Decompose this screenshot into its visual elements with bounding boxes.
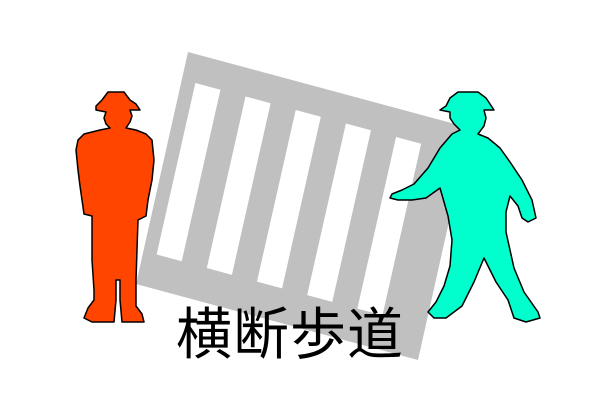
crosswalk-stripe: [307, 123, 371, 302]
standing-person-body: [75, 91, 155, 323]
crosswalk-stripe: [156, 82, 221, 262]
standing-person-icon: [75, 91, 155, 323]
crosswalk-stripe: [206, 96, 271, 275]
crosswalk-stripes: [156, 82, 422, 316]
walking-person-icon: [389, 91, 541, 323]
crosswalk-stripe: [256, 109, 321, 289]
crosswalk-icon: [136, 52, 470, 360]
crosswalk-stripe: [357, 137, 422, 316]
crosswalk-caption: 横断歩道: [176, 303, 404, 368]
walking-person-body: [389, 91, 541, 323]
